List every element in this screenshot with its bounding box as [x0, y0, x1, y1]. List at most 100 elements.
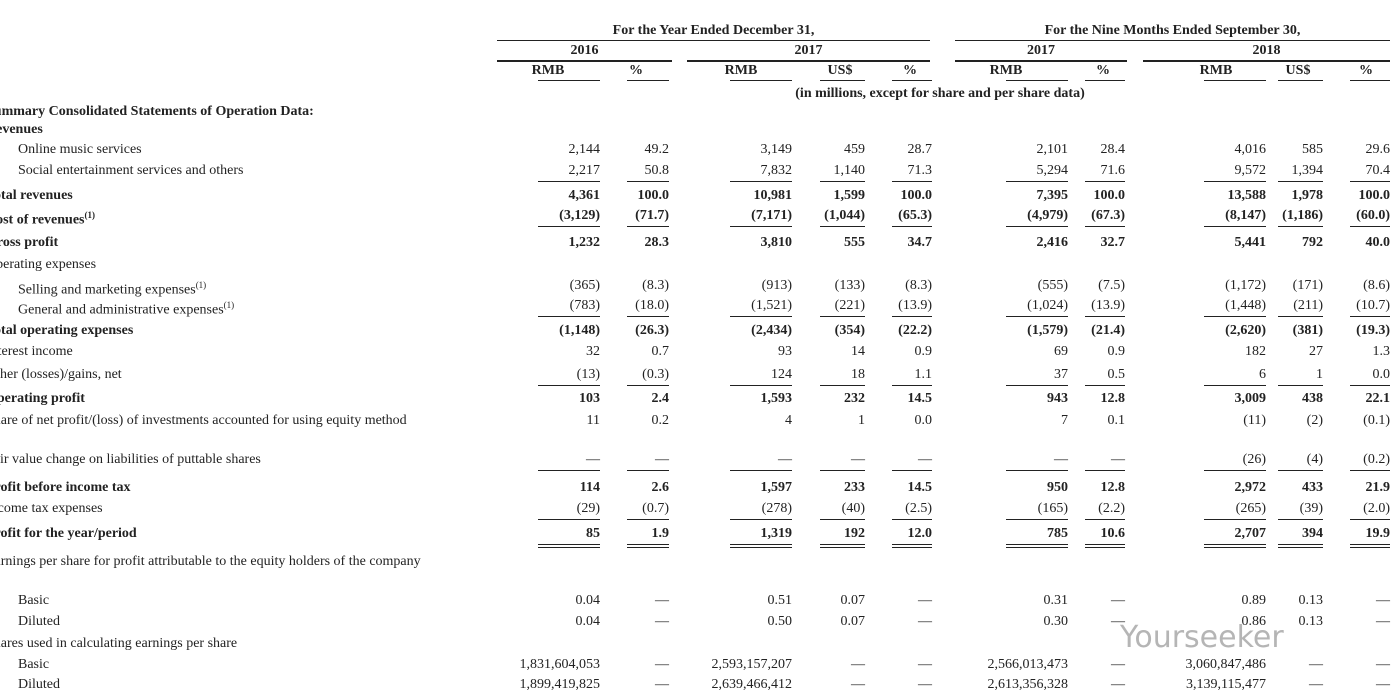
label-text: Shares used in calculating earnings per …: [0, 636, 238, 651]
rule: [820, 316, 865, 317]
label-text: Operating expenses: [0, 257, 97, 272]
rule: [820, 544, 865, 545]
cell-value: 100.0: [637, 188, 670, 203]
rule: [820, 181, 865, 182]
cell-value: 6: [1259, 367, 1266, 382]
row-label: Profit before income tax: [0, 478, 450, 497]
cell-value: —: [918, 614, 932, 629]
cell-value: 22.1: [1365, 391, 1391, 406]
rule: [1204, 544, 1266, 545]
cell-value: 3,139,115,477: [1186, 677, 1266, 692]
cell-value: (211): [1293, 298, 1323, 313]
cell-value: 0.13: [1298, 593, 1324, 608]
cell-value: 0.04: [575, 593, 601, 608]
cell-value: (22.2): [898, 323, 932, 338]
unit-header: %: [1359, 63, 1373, 78]
rule: [1350, 80, 1390, 81]
cell-value: 1,593: [760, 391, 793, 406]
rule: [538, 544, 600, 545]
cell-value: 943: [1047, 391, 1068, 406]
rule: [1278, 547, 1323, 548]
rule: [1143, 60, 1390, 62]
rule: [538, 385, 600, 386]
rule: [1204, 80, 1266, 81]
rule: [1204, 470, 1266, 471]
rule: [627, 519, 669, 520]
cell-value: 2.4: [651, 391, 670, 406]
rule: [627, 544, 669, 545]
rule: [1085, 470, 1125, 471]
cell-value: 2,613,356,328: [987, 677, 1069, 692]
cell-value: 0.0: [1372, 367, 1391, 382]
rule: [1350, 181, 1390, 182]
unit-header: %: [903, 63, 917, 78]
rule: [627, 226, 669, 227]
cell-value: 2.6: [651, 480, 670, 495]
rule: [1350, 547, 1390, 548]
cell-value: (67.3): [1091, 208, 1125, 223]
cell-value: 2,593,157,207: [711, 657, 793, 672]
cell-value: 0.50: [767, 614, 793, 629]
cell-value: 70.4: [1365, 163, 1391, 178]
rule: [1204, 316, 1266, 317]
rule: [627, 80, 669, 81]
cell-value: 0.0: [914, 413, 933, 428]
rule: [497, 60, 672, 62]
cell-value: (2.5): [905, 501, 932, 516]
label-text: Total revenues: [0, 188, 73, 203]
label-text: Diluted: [18, 677, 60, 692]
rule: [892, 181, 932, 182]
cell-value: 49.2: [644, 142, 670, 157]
rule: [538, 519, 600, 520]
row-label: Cost of revenues(1): [0, 206, 450, 230]
label-text: Selling and marketing expenses: [18, 282, 196, 298]
cell-value: (133): [834, 278, 865, 293]
cell-value: —: [655, 452, 669, 467]
rule: [1278, 519, 1323, 520]
label-text: Profit for the year/period: [0, 526, 137, 541]
rule: [1204, 181, 1266, 182]
cell-value: 394: [1302, 526, 1323, 541]
cell-value: —: [918, 677, 932, 692]
cell-value: 124: [771, 367, 792, 382]
cell-value: (2.2): [1098, 501, 1125, 516]
label-text: Total operating expenses: [0, 323, 134, 338]
cell-value: 2,217: [568, 163, 601, 178]
cell-value: —: [918, 657, 932, 672]
cell-value: (18.0): [635, 298, 669, 313]
cell-value: 0.51: [767, 593, 793, 608]
cell-value: 4: [785, 413, 792, 428]
row-label: Share of net profit/(loss) of investment…: [0, 411, 450, 430]
rule: [1006, 519, 1068, 520]
cell-value: 100.0: [1358, 188, 1391, 203]
rule: [1350, 519, 1390, 520]
rule: [627, 385, 669, 386]
year-header: 2018: [1252, 43, 1281, 58]
cell-value: —: [1376, 677, 1390, 692]
cell-value: 32.7: [1100, 235, 1126, 250]
cell-value: (19.3): [1356, 323, 1390, 338]
cell-value: (39): [1299, 501, 1323, 516]
row-label: Total operating expenses: [0, 321, 450, 340]
rule: [730, 519, 792, 520]
cell-value: 4,361: [568, 188, 601, 203]
cell-value: 18: [851, 367, 865, 382]
cell-value: (40): [841, 501, 865, 516]
cell-value: 1: [858, 413, 865, 428]
label-text: Income tax expenses: [0, 501, 103, 516]
row-label: Diluted: [18, 612, 482, 631]
cell-value: 14: [851, 344, 865, 359]
cell-value: 100.0: [900, 188, 933, 203]
cell-value: 0.89: [1241, 593, 1267, 608]
label-text: Profit before income tax: [0, 480, 131, 495]
cell-value: —: [778, 452, 792, 467]
cell-value: (2,620): [1225, 323, 1266, 338]
label-text: Revenues: [0, 122, 43, 137]
rule: [955, 40, 1390, 41]
cell-value: —: [655, 657, 669, 672]
rule: [892, 547, 932, 548]
cell-value: 69: [1054, 344, 1068, 359]
label-text: Earnings per share for profit attributab…: [0, 554, 421, 569]
row-label: Earnings per share for profit attributab…: [0, 552, 450, 571]
row-label: Operating expenses: [0, 255, 450, 274]
